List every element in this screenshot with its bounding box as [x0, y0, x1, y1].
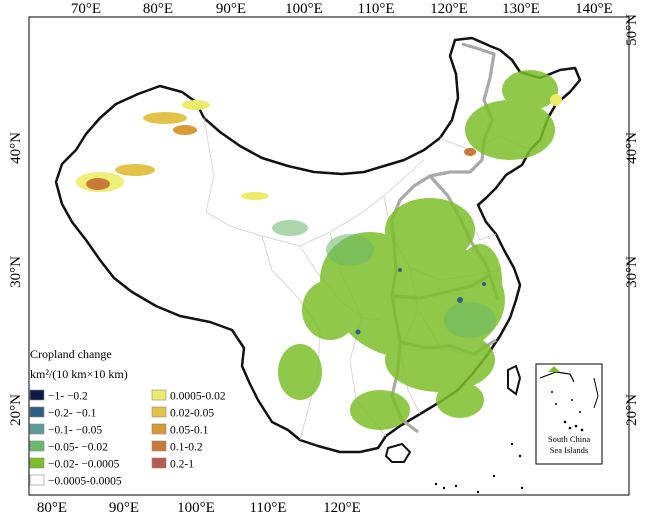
- cropland-sparse-patches: [272, 220, 496, 338]
- legend-label: −1- −0.2: [48, 391, 88, 403]
- legend-swatch: [151, 423, 167, 435]
- top-longitude-label: 80°E: [143, 1, 173, 17]
- inset-label-line1: South China: [548, 434, 590, 444]
- legend-swatch: [151, 406, 167, 418]
- top-longitude-label: 110°E: [357, 1, 394, 17]
- legend-label: 0.0005-0.02: [170, 391, 226, 403]
- legend-swatch: [29, 423, 45, 435]
- top-longitude-label: 140°E: [575, 1, 613, 17]
- left-latitude-label: 20°N: [8, 394, 24, 426]
- top-longitude-label: 70°E: [71, 1, 101, 17]
- bottom-longitude-label: 90°E: [109, 500, 139, 516]
- legend-label: −0.0005-0.0005: [48, 476, 122, 488]
- right-latitude-label: 20°N: [624, 394, 640, 426]
- legend-label: 0.05-0.1: [170, 425, 209, 437]
- legend-swatch: [29, 457, 45, 469]
- legend-label: −0.05- −0.02: [48, 442, 108, 454]
- legend-label: 0.2-1: [170, 459, 194, 471]
- left-latitude-label: 40°N: [8, 132, 24, 164]
- cropland-increase-patches: [76, 94, 562, 200]
- south-china-sea-inset: South China Sea Islands: [535, 363, 603, 465]
- left-latitude-label: 30°N: [8, 256, 24, 288]
- hainan-island: [384, 442, 412, 463]
- legend-label: −0.2- −0.1: [48, 408, 97, 420]
- legend-swatch: [29, 406, 45, 418]
- bottom-longitude-label: 100°E: [177, 500, 215, 516]
- legend: Cropland change km²/(10 km×10 km) −1- −0…: [29, 347, 226, 488]
- bottom-longitude-label: 120°E: [323, 500, 361, 516]
- top-longitude-label: 130°E: [502, 1, 540, 17]
- legend-unit: km²/(10 km×10 km): [30, 367, 128, 381]
- inset-label-line2: Sea Islands: [550, 445, 588, 455]
- right-latitude-label: 50°N: [624, 14, 640, 46]
- legend-swatch: [151, 457, 167, 469]
- island-dots: [434, 442, 524, 494]
- right-latitude-label: 40°N: [624, 132, 640, 164]
- legend-swatch: [151, 440, 167, 452]
- legend-swatch: [29, 440, 45, 452]
- top-longitude-label: 120°E: [430, 1, 468, 17]
- legend-swatch: [29, 474, 45, 486]
- legend-title: Cropland change: [30, 347, 112, 361]
- legend-label: −0.02- −0.0005: [48, 459, 120, 471]
- bottom-longitude-label: 80°E: [37, 500, 67, 516]
- cropland-strong-decrease-spots: [355, 268, 486, 335]
- legend-label: 0.1-0.2: [170, 442, 203, 454]
- top-longitude-label: 100°E: [285, 1, 323, 17]
- legend-swatch: [29, 389, 45, 401]
- right-latitude-label: 30°N: [624, 256, 640, 288]
- cropland-decrease-patches: [278, 70, 558, 430]
- legend-label: 0.02-0.05: [170, 408, 214, 420]
- taiwan-island: [507, 364, 522, 396]
- bottom-longitude-label: 110°E: [249, 500, 286, 516]
- legend-label: −0.1- −0.05: [48, 425, 102, 437]
- legend-swatch: [151, 389, 167, 401]
- top-longitude-label: 90°E: [216, 1, 246, 17]
